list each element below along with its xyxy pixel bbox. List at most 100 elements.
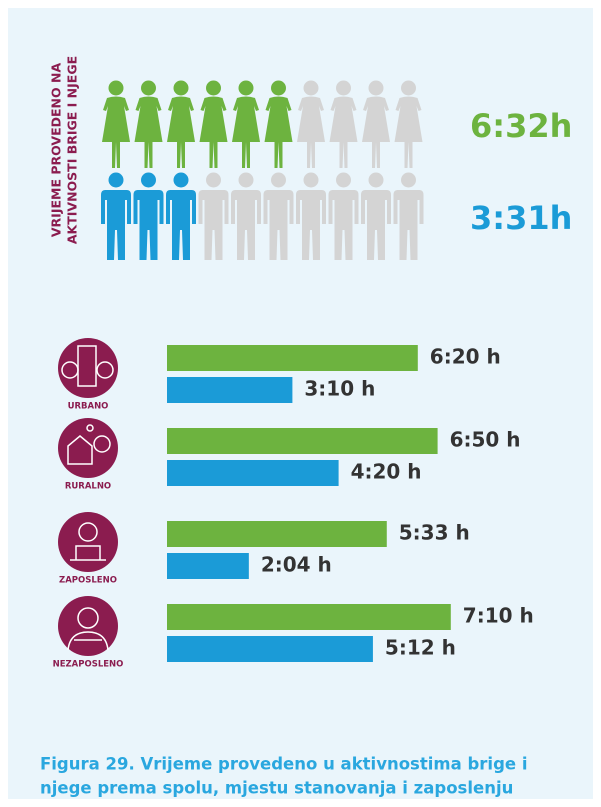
icon-head (141, 80, 156, 96)
bar-label: 6:20 h (430, 345, 501, 369)
icon-head (368, 80, 384, 96)
bar-label: 6:50 h (450, 428, 521, 452)
bar-label: 2:04 h (261, 553, 332, 577)
category-icon-art (67, 607, 109, 651)
bar (167, 636, 373, 662)
icon-head (368, 172, 384, 188)
woman-icon (199, 80, 228, 168)
icon-body (362, 96, 390, 168)
man-icon (296, 172, 326, 260)
icon-head (271, 172, 286, 188)
woman-icon (232, 80, 260, 168)
man-icon (166, 172, 196, 260)
caption-line: Figura 29. Vrijeme provedeno u aktivnost… (40, 755, 528, 774)
icon-body (231, 190, 261, 260)
icon-head (173, 80, 189, 96)
icon-body (296, 190, 326, 260)
bar-label: 5:33 h (399, 521, 470, 545)
heading: VRIJEME PROVEDENO NA AKTIVNOSTI BRIGE I … (49, 56, 80, 244)
icon-head (401, 80, 416, 96)
woman-icon (394, 80, 423, 168)
bar-label: 7:10 h (463, 604, 534, 628)
icon-body (102, 96, 130, 168)
woman-icon (362, 80, 390, 168)
bar (167, 345, 418, 371)
bar (167, 377, 293, 403)
icon-head (108, 172, 124, 188)
bar-label: 5:12 h (385, 636, 456, 660)
icon-body (329, 96, 358, 168)
icon-head (336, 80, 351, 96)
icon-body (393, 190, 424, 260)
category-icon (58, 596, 118, 656)
pictogram-label: 3:31h (470, 199, 572, 237)
tree (61, 361, 79, 379)
category-icon (58, 418, 118, 478)
icon-head (336, 172, 351, 188)
woman-icon (264, 80, 293, 168)
category-label: NEZAPOSLENO (53, 660, 124, 670)
bar (167, 428, 438, 454)
icon-head (303, 172, 319, 188)
icon-head (271, 80, 286, 96)
sun (86, 424, 94, 432)
man-icon (263, 172, 294, 260)
icon-body (328, 190, 359, 260)
caption-line: njege prema spolu, mjestu stanovanja i z… (40, 779, 513, 798)
icon-body (394, 96, 423, 168)
icon-body (297, 96, 325, 168)
woman-icon (329, 80, 358, 168)
man-icon (133, 172, 164, 260)
icon-body (361, 190, 391, 260)
man-icon (231, 172, 261, 260)
category-label: ZAPOSLENO (59, 576, 117, 586)
icon-head (206, 172, 221, 188)
bar (167, 521, 387, 547)
icon-head (238, 172, 254, 188)
bar (167, 553, 249, 579)
man-icon (101, 172, 131, 260)
woman-icon (134, 80, 163, 168)
icon-body (232, 96, 260, 168)
icon-head (141, 172, 156, 188)
man-icon (198, 172, 229, 260)
man-icon (361, 172, 391, 260)
icon-head (173, 172, 189, 188)
icon-head (401, 172, 416, 188)
icon-body (167, 96, 195, 168)
house (67, 435, 93, 465)
icon-body (166, 190, 196, 260)
icon-body (101, 190, 131, 260)
woman-icon (167, 80, 195, 168)
laptop (70, 545, 106, 561)
man-icon (393, 172, 424, 260)
icon-body (198, 190, 229, 260)
category-label: URBANO (68, 402, 109, 412)
pictogram-label: 6:32h (470, 107, 572, 145)
bar-label: 4:20 h (351, 460, 422, 484)
category-icon-art (70, 522, 106, 561)
arms (67, 631, 109, 651)
man-icon (328, 172, 359, 260)
icon-head (238, 80, 254, 96)
icon-head (303, 80, 319, 96)
icon-body (263, 190, 294, 260)
category-label: RURALNO (65, 482, 111, 492)
icon-body (264, 96, 293, 168)
icon-head (108, 80, 124, 96)
heading-line: AKTIVNOSTI BRIGE I NJEGE (65, 56, 80, 244)
bar (167, 460, 339, 486)
icon-body (199, 96, 228, 168)
heading-line: VRIJEME PROVEDENO NA (49, 63, 64, 238)
bar (167, 604, 451, 630)
woman-icon (102, 80, 130, 168)
woman-icon (297, 80, 325, 168)
tree (96, 361, 114, 379)
building (77, 345, 97, 387)
icon-head (206, 80, 221, 96)
icon-body (134, 96, 163, 168)
person (78, 522, 98, 542)
category-icon-art (61, 345, 114, 387)
tree (93, 435, 111, 453)
